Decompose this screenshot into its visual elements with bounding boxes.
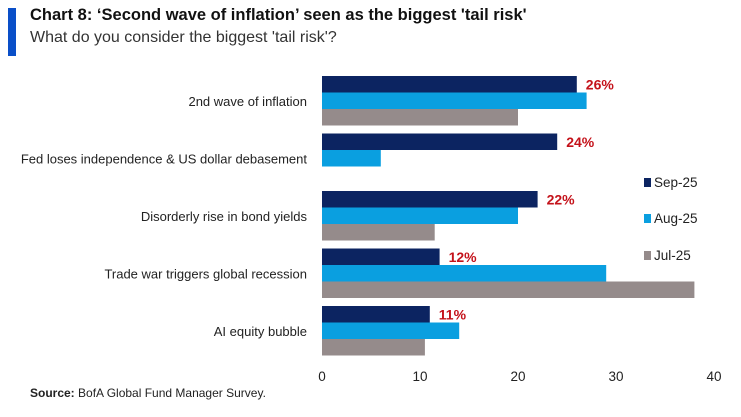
chart-title: Chart 8: ‘Second wave of inflation’ seen… — [30, 6, 527, 24]
legend-label: Jul-25 — [654, 248, 691, 263]
category-label: Trade war triggers global recession — [104, 266, 307, 281]
bar-jul-25 — [322, 224, 435, 241]
legend-label: Sep-25 — [654, 175, 698, 190]
x-tick-label: 30 — [608, 369, 623, 384]
bar-aug-25 — [322, 265, 607, 282]
source-label: Source: — [30, 386, 75, 400]
x-tick-label: 0 — [318, 369, 326, 384]
x-tick-label: 40 — [706, 369, 721, 384]
legend-label: Aug-25 — [654, 211, 698, 226]
data-label: 11% — [439, 306, 467, 322]
data-label: 26% — [586, 76, 615, 92]
legend-swatch — [644, 214, 651, 223]
bar-sep-25 — [322, 306, 430, 323]
title-accent-bar — [8, 8, 16, 56]
category-label: Fed loses independence & US dollar debas… — [21, 151, 308, 166]
chart-subtitle: What do you consider the biggest 'tail r… — [30, 29, 337, 46]
category-label: Disorderly rise in bond yields — [141, 209, 308, 224]
bar-aug-25 — [322, 92, 587, 109]
data-label: 24% — [566, 134, 595, 150]
bar-jul-25 — [322, 109, 518, 126]
bar-aug-25 — [322, 322, 460, 339]
category-label: AI equity bubble — [214, 324, 307, 339]
bar-sep-25 — [322, 191, 538, 208]
data-label: 12% — [449, 249, 478, 265]
source-note: Source: BofA Global Fund Manager Survey. — [30, 386, 266, 400]
bar-sep-25 — [322, 133, 558, 150]
x-tick-label: 10 — [412, 369, 427, 384]
bar-jul-25 — [322, 281, 695, 298]
bar-sep-25 — [322, 76, 577, 93]
bar-aug-25 — [322, 207, 518, 224]
data-label: 22% — [547, 191, 576, 207]
legend-swatch — [644, 178, 651, 187]
legend-swatch — [644, 251, 651, 260]
bar-sep-25 — [322, 248, 440, 265]
source-text: BofA Global Fund Manager Survey. — [74, 386, 266, 400]
category-label: 2nd wave of inflation — [188, 94, 307, 109]
x-tick-label: 20 — [510, 369, 525, 384]
bar-jul-25 — [322, 339, 425, 356]
bar-aug-25 — [322, 150, 381, 167]
